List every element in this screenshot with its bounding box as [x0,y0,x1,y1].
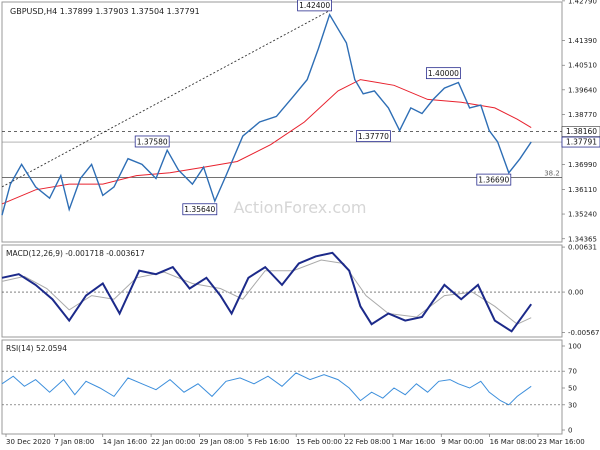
price-level-labels: 1.42400 1.40000 1.37580 1.37770 1.35640 1.366… [134,0,512,216]
price-level-text: 1.36690 [478,175,509,184]
price-tick-label: 1.41390 [568,37,597,45]
price-y-axis: 1.42790 1.41390 1.40510 1.39640 1.38770 1.369… [562,0,597,243]
rsi-tick-label: 100 [568,343,581,351]
rsi-level-lines [2,370,562,406]
reference-level-tag-text: 1.38160 [566,127,597,136]
rsi-label: RSI(14) 52.0594 [6,344,67,353]
price-level-text: 1.37770 [358,132,389,141]
macd-panel-frame [1,244,563,338]
time-tick-label: 15 Feb 00:00 [296,438,342,446]
reference-level-tag [561,126,600,137]
macd-signal-line [1,259,532,325]
time-tick-label: 7 Jan 08:00 [54,438,94,446]
rsi-panel-frame [1,339,563,435]
price-level-text: 1.42400 [299,1,330,10]
time-tick-label: 23 Mar 16:00 [538,438,585,446]
rsi-tick-label: 70 [568,368,577,376]
time-tick-label: 9 Mar 00:00 [441,438,483,446]
price-tick-label: 1.38770 [568,111,597,119]
support-level-label: 38.2 [544,169,560,177]
price-level-box [476,173,512,186]
time-tick-label: 29 Jan 08:00 [199,438,243,446]
rsi-tick-label: 50 [568,385,577,393]
price-level-text: 1.40000 [428,69,459,78]
time-tick-label: 30 Dec 2020 [6,438,51,446]
price-panel-frame [1,1,563,243]
macd-panel: MACD(12,26,9) -0.001718 -0.003617 0.0063… [1,244,600,338]
price-tick-label: 1.35240 [568,211,597,219]
price-panel: ActionForex.com GBPUSD,H4 1.37899 1.3790… [1,0,600,243]
price-tick-label: 1.36990 [568,161,597,169]
price-level-box [182,203,218,216]
price-level-box [297,0,333,12]
price-level-box [425,67,461,80]
price-level-text: 1.35640 [184,205,215,214]
macd-y-axis: 0.00631 0.00 -0.005671 [562,244,600,337]
macd-tick-label: -0.005671 [568,329,600,337]
price-level-text: 1.37580 [137,137,168,146]
rsi-tick-label: 30 [568,401,577,409]
trendline [1,8,333,188]
price-tick-label: 1.42790 [568,0,597,5]
time-tick-label: 14 Jan 16:00 [103,438,147,446]
time-tick-label: 22 Jan 00:00 [151,438,195,446]
symbol-label: GBPUSD,H4 1.37899 1.37903 1.37504 1.3779… [10,7,200,16]
price-level-box [355,130,391,143]
watermark: ActionForex.com [233,198,366,217]
rsi-line [1,372,532,406]
price-tick-label: 1.34365 [568,235,597,243]
price-tick-label: 1.39640 [568,86,597,94]
macd-line [1,251,533,333]
time-tick-label: 1 Mar 16:00 [393,438,435,446]
current-price-tag [561,136,600,148]
time-tick-label: 22 Feb 08:00 [345,438,391,446]
time-tick-label: 5 Feb 16:00 [248,438,289,446]
price-tick-label: 1.36110 [568,186,597,194]
rsi-panel: RSI(14) 52.0594 100 70 50 30 0 [1,339,581,435]
rsi-y-axis: 100 70 50 30 0 [562,343,581,435]
price-series-line [1,13,532,216]
macd-tick-label: 0.00631 [568,244,597,252]
macd-tick-label: 0.00 [568,289,584,297]
time-x-axis: 30 Dec 2020 7 Jan 08:00 14 Jan 16:00 22 Jan… [5,434,585,446]
current-price-tag-text: 1.37791 [566,138,597,147]
macd-label: MACD(12,26,9) -0.001718 -0.003617 [6,249,145,258]
price-level-box [134,135,170,148]
time-tick-label: 16 Mar 08:00 [490,438,537,446]
price-tick-label: 1.40510 [568,62,597,70]
rsi-tick-label: 0 [568,427,572,435]
